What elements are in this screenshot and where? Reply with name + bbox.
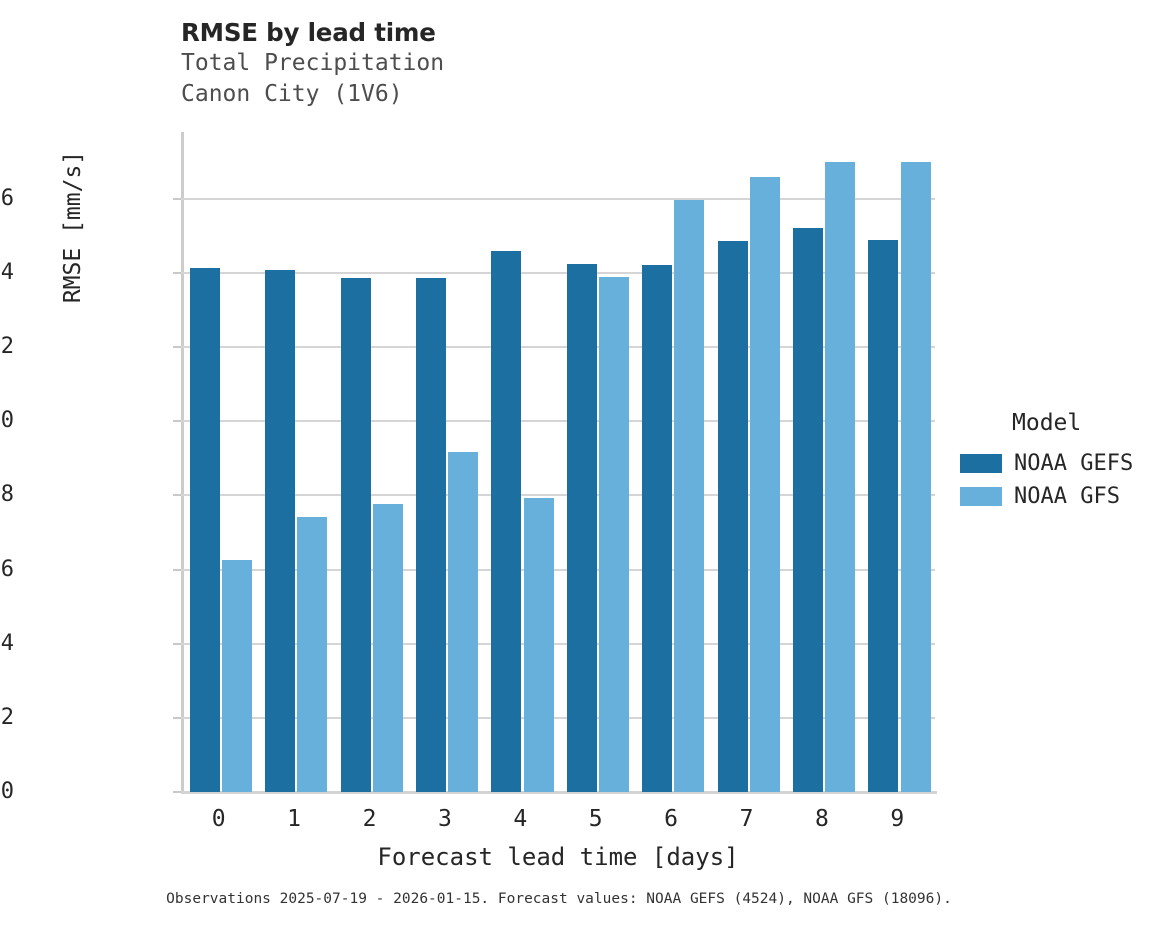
x-tick-label-7: 7 bbox=[739, 806, 754, 832]
gridline bbox=[181, 346, 935, 349]
x-tick-label-6: 6 bbox=[664, 806, 679, 832]
y-tick-label: 0.00004 bbox=[0, 630, 14, 656]
y-tick-label: 0.00006 bbox=[0, 556, 14, 582]
y-axis-title: RMSE [mm/s] bbox=[60, 150, 86, 304]
y-tick-label: 0.00000 bbox=[0, 779, 14, 804]
gridline bbox=[181, 197, 935, 200]
bar-noaa-gfs-lead-5[interactable] bbox=[599, 276, 630, 792]
y-tick-mark bbox=[173, 346, 181, 349]
y-tick-mark bbox=[173, 568, 181, 571]
bar-noaa-gfs-lead-6[interactable] bbox=[674, 199, 705, 792]
bar-noaa-gefs-lead-0[interactable] bbox=[189, 268, 220, 792]
bar-noaa-gfs-lead-3[interactable] bbox=[448, 452, 479, 792]
x-tick-label-5: 5 bbox=[588, 806, 603, 832]
bar-noaa-gefs-lead-8[interactable] bbox=[793, 228, 824, 792]
x-tick-label-0: 0 bbox=[211, 806, 226, 832]
y-tick-mark bbox=[173, 716, 181, 719]
bar-noaa-gfs-lead-7[interactable] bbox=[749, 176, 780, 792]
y-tick-label: 0.00014 bbox=[0, 259, 14, 285]
x-tick-label-8: 8 bbox=[814, 806, 829, 832]
x-tick-label-3: 3 bbox=[437, 806, 452, 832]
legend-swatch-noaa-gfs bbox=[960, 487, 1002, 506]
x-tick-label-2: 2 bbox=[362, 806, 377, 832]
bar-noaa-gfs-lead-2[interactable] bbox=[372, 504, 403, 792]
y-tick-mark bbox=[173, 420, 181, 423]
bar-noaa-gefs-lead-2[interactable] bbox=[340, 278, 371, 792]
legend-item-noaa-gefs[interactable]: NOAA GEFS bbox=[960, 447, 1175, 480]
title-block: RMSE by lead time Total Precipitation Ca… bbox=[181, 18, 881, 110]
y-tick-mark bbox=[173, 197, 181, 200]
y-tick-mark bbox=[173, 494, 181, 497]
chart-subtitle-variable: Total Precipitation bbox=[181, 50, 445, 76]
bar-noaa-gefs-lead-1[interactable] bbox=[265, 269, 296, 792]
x-tick-label-9: 9 bbox=[890, 806, 905, 832]
plot-area bbox=[173, 132, 935, 793]
gridline bbox=[181, 716, 935, 719]
gridline bbox=[181, 271, 935, 274]
y-tick-label: 0.00012 bbox=[0, 334, 14, 360]
chart-subtitle-location: Canon City (1V6) bbox=[181, 81, 403, 107]
bar-noaa-gefs-lead-5[interactable] bbox=[566, 264, 597, 792]
bar-noaa-gefs-lead-7[interactable] bbox=[717, 241, 748, 792]
bar-noaa-gefs-lead-3[interactable] bbox=[416, 278, 447, 792]
y-tick-label: 0.00002 bbox=[0, 704, 14, 730]
bar-noaa-gefs-lead-6[interactable] bbox=[642, 265, 673, 792]
bar-noaa-gefs-lead-9[interactable] bbox=[868, 239, 899, 792]
y-tick-mark bbox=[173, 271, 181, 274]
legend-item-noaa-gfs[interactable]: NOAA GFS bbox=[960, 480, 1175, 513]
bar-noaa-gfs-lead-0[interactable] bbox=[222, 559, 253, 792]
gridline bbox=[181, 420, 935, 423]
bar-noaa-gfs-lead-8[interactable] bbox=[825, 161, 856, 792]
legend-label-noaa-gfs: NOAA GFS bbox=[1014, 484, 1120, 509]
x-axis-line bbox=[181, 791, 937, 794]
y-tick-label: 0.00010 bbox=[0, 408, 14, 434]
chart-caption: Observations 2025-07-19 - 2026-01-15. Fo… bbox=[166, 891, 952, 907]
legend-label-noaa-gefs: NOAA GEFS bbox=[1014, 451, 1134, 476]
legend-swatch-noaa-gefs bbox=[960, 454, 1002, 473]
y-tick-mark bbox=[173, 642, 181, 645]
x-tick-label-4: 4 bbox=[513, 806, 528, 832]
legend-title: Model bbox=[1012, 410, 1082, 436]
gridline bbox=[181, 642, 935, 645]
y-axis-line bbox=[181, 132, 184, 793]
gridline bbox=[181, 494, 935, 497]
y-tick-mark bbox=[173, 791, 181, 793]
bar-noaa-gfs-lead-4[interactable] bbox=[523, 498, 554, 792]
legend: Model NOAA GEFS NOAA GFS bbox=[960, 410, 1175, 513]
bar-noaa-gfs-lead-9[interactable] bbox=[900, 161, 931, 792]
bar-noaa-gefs-lead-4[interactable] bbox=[491, 251, 522, 792]
y-tick-label: 0.00008 bbox=[0, 482, 14, 508]
x-tick-label-1: 1 bbox=[287, 806, 302, 832]
page-title: RMSE by lead time bbox=[181, 18, 436, 47]
bar-noaa-gfs-lead-1[interactable] bbox=[297, 516, 328, 792]
x-axis-title: Forecast lead time [days] bbox=[377, 843, 739, 871]
gridline bbox=[181, 568, 935, 571]
y-tick-label: 0.00016 bbox=[0, 185, 14, 211]
